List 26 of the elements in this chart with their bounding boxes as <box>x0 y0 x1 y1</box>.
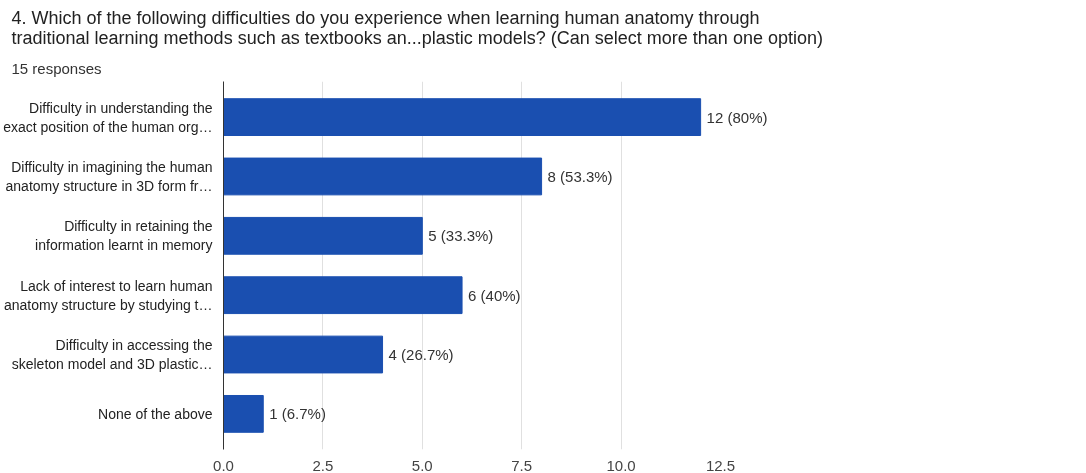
chart-title: 4. Which of the following difficulties do you experience when learning human anatomy through traditional learning methods such as textbooks an...plastic models? (Can select more than one option) <box>11 7 823 48</box>
y-tick-label: Difficulty in retaining the information learnt in memory <box>35 218 213 254</box>
x-tick-label: 5.0 <box>411 456 433 473</box>
data-label: 8 (53.3%) <box>547 167 613 185</box>
data-label: 1 (6.7%) <box>269 405 326 423</box>
x-tick-label: 12.5 <box>705 456 736 473</box>
bar <box>223 276 463 315</box>
y-tick-label: Difficulty in imagining the human anatomy structure in 3D form fr… <box>5 158 213 195</box>
data-label: 12 (80%) <box>706 108 768 126</box>
y-tick-label: Difficulty in accessing the skeleton model and 3D plastic… <box>11 336 213 373</box>
bar <box>223 157 543 196</box>
x-tick-label: 2.5 <box>312 456 334 473</box>
data-label: 5 (33.3%) <box>428 227 494 245</box>
text: 15 responses <box>11 59 102 77</box>
x-tick-label: 10.0 <box>606 456 636 473</box>
y-tick-label: Lack of interest to learn human anatomy structure by studying t… <box>3 277 213 313</box>
x-tick-label: 0.0 <box>213 456 234 473</box>
data-label: 4 (26.7%) <box>388 346 454 364</box>
y-tick-label: Difficulty in understanding the exact position of the human org… <box>3 99 213 135</box>
bar <box>223 98 702 137</box>
bar <box>223 335 384 374</box>
bar <box>223 216 423 255</box>
bar <box>223 394 264 433</box>
x-tick-label: 7.5 <box>511 456 533 473</box>
y-tick-label: None of the above <box>98 405 213 422</box>
data-label: 6 (40%) <box>468 286 521 304</box>
